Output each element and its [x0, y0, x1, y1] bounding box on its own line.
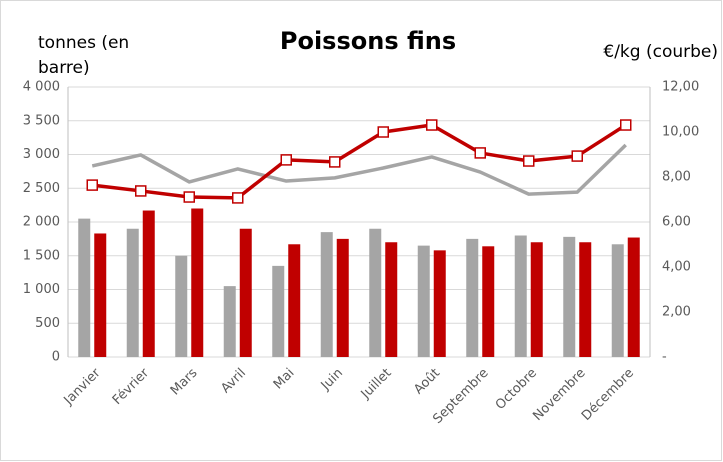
bar	[417, 245, 430, 357]
bar	[223, 286, 236, 357]
bar	[466, 238, 479, 357]
marker	[86, 179, 98, 191]
marker	[426, 119, 438, 131]
marker	[377, 126, 389, 138]
bar	[288, 244, 301, 357]
y2-tick-label: 8,00	[662, 170, 691, 185]
marker	[620, 119, 632, 131]
y-tick-label: 3 000	[23, 147, 60, 162]
y-tick-label: 500	[35, 316, 60, 331]
y2-tick-label: 4,00	[662, 260, 691, 275]
line	[91, 143, 627, 196]
bar	[433, 250, 446, 357]
marker	[571, 150, 583, 162]
bar	[191, 208, 204, 357]
bar	[175, 255, 188, 357]
y2-tick-label: -	[662, 350, 667, 365]
bar	[239, 228, 252, 357]
y-tick-label: 2 500	[23, 181, 60, 196]
marker	[523, 155, 535, 167]
bar	[563, 236, 576, 357]
y-tick-label: 2 000	[23, 215, 60, 230]
bar	[142, 210, 155, 357]
marker	[183, 191, 195, 203]
bar	[482, 246, 495, 357]
y2-tick-label: 12,00	[662, 80, 699, 95]
bar	[627, 237, 640, 357]
marker	[232, 192, 244, 204]
y2-tick-label: 6,00	[662, 215, 691, 230]
y2-axis-label: €/kg (courbe)	[603, 42, 718, 62]
bar	[94, 233, 107, 357]
bar	[320, 232, 333, 357]
bar	[336, 238, 349, 357]
bar	[369, 228, 382, 357]
chart-title: Poissons fins	[280, 27, 456, 55]
y-tick-label: 0	[52, 350, 60, 365]
y-axis-label: barre)	[38, 58, 90, 78]
y2-tick-label: 2,00	[662, 305, 691, 320]
marker	[474, 147, 486, 159]
bar	[611, 244, 624, 357]
bar	[385, 242, 398, 357]
marker	[280, 154, 292, 166]
y-tick-label: 4 000	[23, 80, 60, 95]
y-axis-label: tonnes (en	[38, 33, 129, 53]
marker	[135, 185, 147, 197]
y-tick-label: 3 500	[23, 113, 60, 128]
bar	[579, 242, 592, 357]
bar	[126, 228, 139, 357]
marker	[329, 156, 341, 168]
y2-tick-label: 10,00	[662, 125, 699, 140]
line	[92, 123, 627, 200]
y-tick-label: 1 500	[23, 248, 60, 263]
bar	[530, 242, 543, 357]
bar	[272, 265, 285, 357]
bar	[78, 218, 91, 357]
bar	[514, 235, 527, 357]
y-tick-label: 1 000	[23, 282, 60, 297]
